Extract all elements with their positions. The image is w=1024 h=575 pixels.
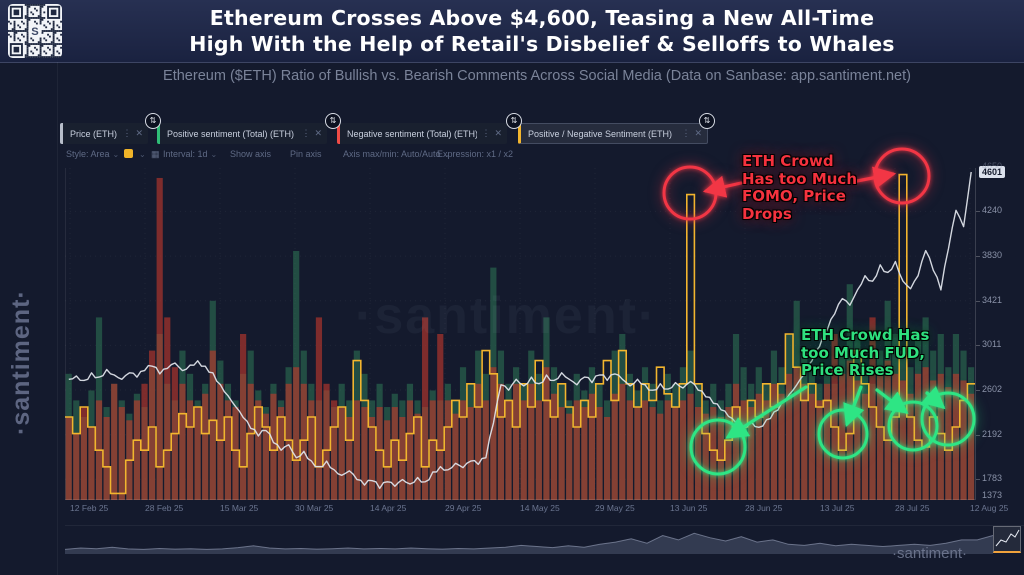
chevron-down-icon: ⌄ — [112, 150, 120, 159]
x-axis-label: 30 Mar 25 — [295, 503, 334, 513]
x-axis-label: 29 Apr 25 — [445, 503, 482, 513]
date-x-axis[interactable]: 12 Feb 25 28 Feb 25 15 Mar 25 30 Mar 25 14 A… — [65, 503, 1024, 516]
page-subtitle: Ethereum ($ETH) Ratio of Bullish vs. Bea… — [163, 68, 911, 84]
qr-code: S — [8, 4, 62, 58]
footer-watermark: ·santiment· — [892, 545, 968, 562]
minimap-selection-sparkline — [995, 529, 1020, 547]
swap-axis-toggle[interactable]: ⇅ — [145, 113, 161, 129]
color-swatch[interactable] — [124, 149, 133, 158]
kebab-menu-icon[interactable]: ⋮ — [301, 128, 311, 138]
y-axis-label: 2602 — [982, 384, 1003, 394]
axis-minmax-dropdown[interactable]: Axis max/min: Auto/Auto ⌄ — [343, 149, 451, 159]
sidebar-divider — [57, 62, 58, 575]
page-title: Ethereum Crosses Above $4,600, Teasing a… — [80, 5, 1004, 57]
y-axis-label: 2192 — [982, 428, 1003, 439]
swap-axis-toggle[interactable]: ⇅ — [325, 113, 341, 129]
y-axis-label: 1783 — [982, 473, 1003, 484]
x-axis-label: 12 Feb 25 — [70, 503, 109, 513]
y-axis-label: 3011 — [982, 339, 1002, 350]
swap-axis-toggle[interactable]: ⇅ — [506, 113, 522, 129]
y-axis-label: 3421 — [982, 294, 1003, 305]
x-axis-label: 14 Apr 25 — [370, 503, 407, 513]
tab-price-eth[interactable]: Price (ETH) ⋮ ✕ — [60, 123, 148, 144]
chart-watermark: ·santiment· — [355, 287, 658, 345]
x-axis-label: 28 Feb 25 — [145, 503, 184, 513]
show-axis-toggle[interactable]: Show axis — [230, 149, 272, 159]
minimap-preview[interactable] — [65, 527, 993, 554]
y-axis-label: 1373 — [982, 490, 1003, 500]
tab-negative-sentiment[interactable]: Negative sentiment (Total) (ETH) ⋮ ✕ — [337, 123, 507, 144]
chevron-down-icon: ⌄ — [139, 150, 146, 159]
header: S Ethereum Crosses Above $4,600, Teasing… — [0, 0, 1024, 63]
page-title-line2: High With the Help of Retail's Disbelief… — [189, 32, 895, 56]
tab-positive-negative-ratio[interactable]: Positive / Negative Sentiment (ETH) ⋮ ✕ — [518, 123, 708, 144]
y-axis-label: 4650 — [982, 160, 1003, 171]
tab-positive-sentiment[interactable]: Positive sentiment (Total) (ETH) ⋮ ✕ — [157, 123, 327, 144]
pin-axis-toggle[interactable]: Pin axis — [290, 149, 322, 159]
chevron-down-icon: ⌄ — [210, 150, 218, 159]
style-dropdown[interactable]: Style: Area ⌄ — [66, 149, 120, 159]
close-icon[interactable]: ✕ — [694, 128, 702, 138]
page-title-line1: Ethereum Crosses Above $4,600, Teasing a… — [209, 6, 875, 30]
y-axis-label: 4240 — [982, 205, 1003, 216]
x-axis-label: 13 Jul 25 — [820, 503, 855, 513]
tab-label: Positive / Negative Sentiment (ETH) — [528, 128, 673, 139]
x-axis-label: 13 Jun 25 — [670, 503, 708, 513]
minimap-selection[interactable] — [993, 526, 1021, 553]
x-axis-label: 28 Jun 25 — [745, 503, 783, 513]
swatch-chevron[interactable]: ⌄ — [136, 149, 146, 159]
sidebar-watermark: ·santiment· — [7, 289, 35, 435]
expression-label[interactable]: Expression: x1 / x2 — [437, 149, 514, 159]
swap-axis-toggle[interactable]: ⇅ — [699, 113, 715, 129]
tab-label: Price (ETH) — [70, 128, 117, 139]
x-axis-label: 28 Jul 25 — [895, 503, 930, 513]
svg-text:S: S — [31, 26, 38, 38]
close-icon[interactable]: ✕ — [135, 128, 143, 138]
kebab-menu-icon[interactable]: ⋮ — [122, 128, 132, 138]
x-axis-label: 12 Aug 25 — [970, 503, 1009, 513]
x-axis-label: 15 Mar 25 — [220, 503, 259, 513]
x-axis-label: 14 May 25 — [520, 503, 560, 513]
calendar-icon: ▦ — [151, 149, 160, 159]
chart-toolbar: Style: Area ⌄ ⌄ ▦ Interval: 1d ⌄ Show axis… — [60, 146, 960, 164]
close-icon[interactable]: ✕ — [314, 128, 322, 138]
close-icon[interactable]: ✕ — [494, 128, 502, 138]
kebab-menu-icon[interactable]: ⋮ — [481, 128, 491, 138]
x-axis-label: 29 May 25 — [595, 503, 635, 513]
y-axis-label: 3830 — [982, 250, 1003, 261]
minimap[interactable] — [65, 525, 1024, 555]
tab-label: Negative sentiment (Total) (ETH) — [347, 128, 478, 139]
last-price-badge: 4601 — [979, 166, 1006, 178]
interval-dropdown[interactable]: Interval: 1d ⌄ — [163, 149, 218, 159]
price-y-axis[interactable]: 4601 4650 4240 3830 3421 3011 2602 2192 1783 137… — [975, 161, 1024, 500]
kebab-menu-icon[interactable]: ⋮ — [681, 128, 691, 138]
tab-label: Positive sentiment (Total) (ETH) — [167, 128, 295, 139]
chevron-down-icon: ⌄ — [443, 150, 451, 159]
